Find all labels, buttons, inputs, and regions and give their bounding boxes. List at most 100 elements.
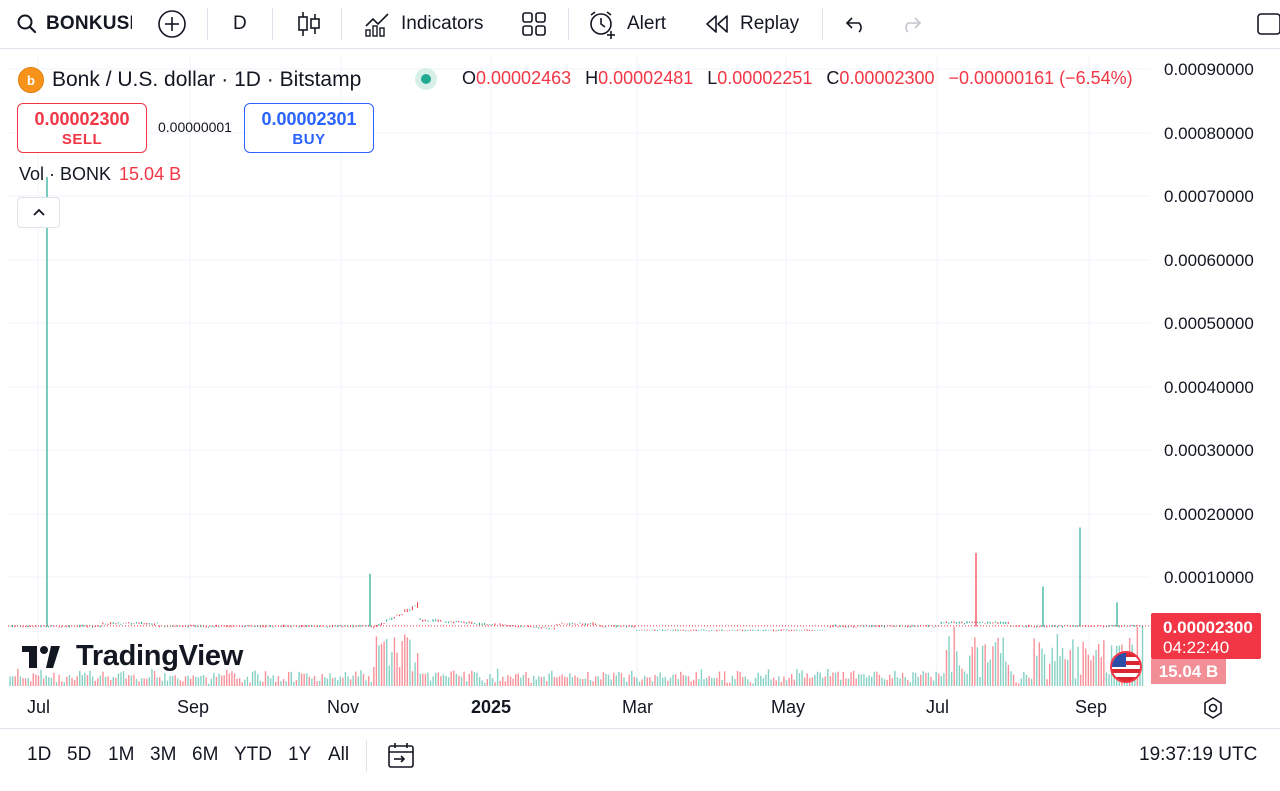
volume-bar bbox=[241, 682, 243, 686]
volume-bar bbox=[553, 677, 556, 686]
volume-bar bbox=[440, 676, 442, 686]
volume-bar bbox=[275, 681, 277, 686]
redo-icon bbox=[899, 14, 923, 34]
volume-bar bbox=[956, 651, 958, 686]
range-ytd[interactable]: YTD bbox=[234, 744, 272, 765]
range-5d[interactable]: 5D bbox=[67, 744, 92, 765]
alert-button[interactable]: Alert bbox=[587, 0, 666, 48]
us-flag-icon[interactable] bbox=[1110, 651, 1142, 683]
buy-button[interactable]: 0.00002301 BUY bbox=[244, 103, 374, 153]
volume-bar bbox=[1141, 626, 1144, 686]
sell-button[interactable]: 0.00002300 SELL bbox=[17, 103, 147, 153]
bonk-coin-icon: b bbox=[18, 67, 44, 93]
indicators-button[interactable]: Indicators bbox=[363, 0, 483, 48]
replay-button[interactable]: Replay bbox=[704, 0, 799, 48]
volume-bar bbox=[42, 678, 45, 686]
volume-bar bbox=[576, 677, 579, 686]
volume-bar bbox=[231, 671, 233, 686]
volume-bar bbox=[989, 659, 992, 686]
volume-bar bbox=[976, 647, 979, 686]
volume-bar bbox=[638, 681, 641, 686]
range-6m[interactable]: 6M bbox=[192, 744, 219, 765]
volume-bar bbox=[602, 672, 605, 686]
volume-bar bbox=[932, 680, 935, 686]
price-tick: 0.00030000 bbox=[1164, 441, 1254, 460]
volume-bar bbox=[747, 679, 749, 686]
volume-bar bbox=[115, 677, 117, 686]
volume-bar bbox=[718, 671, 721, 686]
chart-pane[interactable] bbox=[8, 56, 1272, 728]
volume-bar bbox=[819, 672, 821, 686]
last-volume-tag: 15.04 B bbox=[1151, 659, 1226, 684]
collapse-legend-button[interactable] bbox=[17, 197, 60, 228]
volume-bar bbox=[295, 680, 298, 686]
volume-bar bbox=[607, 674, 610, 686]
volume-bar bbox=[620, 673, 623, 686]
volume-bar bbox=[484, 682, 486, 686]
volume-bar bbox=[367, 676, 370, 686]
volume-bar bbox=[852, 670, 855, 686]
volume-bar bbox=[1028, 677, 1030, 686]
volume-bar bbox=[754, 678, 757, 686]
volume-bar bbox=[1100, 657, 1102, 686]
volume-bar bbox=[99, 675, 102, 686]
volume-bar bbox=[1020, 678, 1022, 686]
volume-bar bbox=[963, 671, 966, 686]
goto-date-button[interactable] bbox=[386, 740, 416, 776]
volume-bar bbox=[164, 673, 166, 686]
price-chart[interactable] bbox=[0, 0, 1280, 728]
volume-bar bbox=[1023, 671, 1025, 686]
volume-bar bbox=[943, 673, 945, 686]
volume-bar bbox=[698, 678, 700, 686]
undo-icon bbox=[844, 14, 868, 34]
volume-bar bbox=[442, 674, 445, 686]
volume-bar bbox=[1015, 682, 1017, 686]
volume-bar bbox=[76, 676, 78, 686]
volume-bar bbox=[329, 673, 331, 686]
range-1y[interactable]: 1Y bbox=[288, 744, 312, 765]
volume-bar bbox=[210, 678, 213, 686]
volume-bar bbox=[881, 677, 883, 686]
volume-bar bbox=[140, 678, 143, 686]
volume-bar bbox=[177, 678, 179, 686]
symbol-title: Bonk / U.S. dollar · 1D · Bitstamp bbox=[52, 68, 362, 91]
volume-bar bbox=[435, 672, 437, 686]
volume-bar bbox=[496, 668, 499, 686]
range-3m[interactable]: 3M bbox=[150, 744, 177, 765]
volume-bar bbox=[1002, 637, 1004, 686]
redo-button[interactable] bbox=[899, 0, 923, 48]
chart-settings-button[interactable] bbox=[1201, 696, 1225, 725]
undo-button[interactable] bbox=[844, 0, 868, 48]
chart-type-button[interactable] bbox=[296, 0, 322, 48]
interval-button[interactable]: D bbox=[233, 0, 247, 48]
volume-bar bbox=[873, 671, 875, 686]
range-1m[interactable]: 1M bbox=[108, 744, 135, 765]
volume-bar bbox=[1061, 647, 1064, 686]
volume-bar bbox=[324, 676, 326, 686]
volume-bar bbox=[380, 643, 383, 686]
volume-bar bbox=[610, 679, 612, 686]
volume-bar bbox=[814, 674, 816, 686]
range-all[interactable]: All bbox=[328, 744, 350, 765]
volume-bar bbox=[938, 673, 940, 686]
price-tick: 0.00090000 bbox=[1164, 60, 1254, 79]
time-tick: May bbox=[771, 697, 806, 717]
compare-button[interactable] bbox=[157, 0, 187, 48]
tradingview-logo[interactable]: TradingView bbox=[22, 638, 243, 674]
volume-bar bbox=[646, 677, 648, 686]
range-1d[interactable]: 1D bbox=[27, 744, 52, 765]
volume-bar bbox=[708, 675, 710, 686]
fullscreen-button[interactable] bbox=[1256, 0, 1280, 48]
volume-bar bbox=[659, 672, 661, 686]
volume-bar bbox=[987, 662, 989, 686]
volume-bar bbox=[151, 669, 153, 686]
volume-bar bbox=[159, 677, 161, 686]
top-toolbar bbox=[0, 0, 1280, 49]
volume-bar bbox=[520, 677, 522, 686]
volume-bar bbox=[393, 637, 396, 686]
volume-bar bbox=[117, 673, 120, 686]
volume-bar bbox=[238, 678, 241, 686]
layouts-button[interactable] bbox=[521, 0, 547, 48]
volume-bar bbox=[166, 680, 169, 686]
